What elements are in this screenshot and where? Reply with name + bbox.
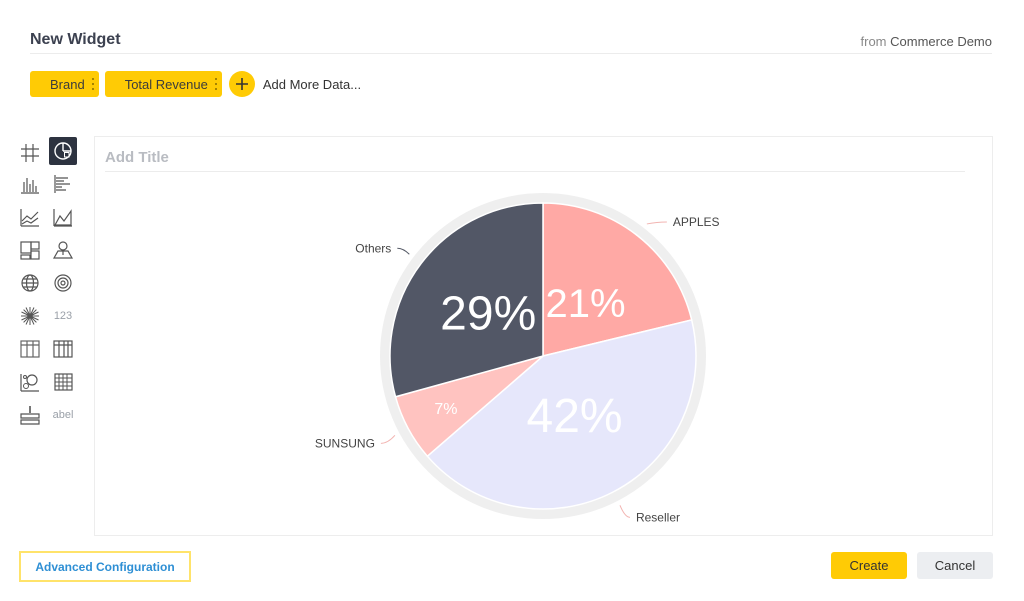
source-indicator: from Commerce Demo — [861, 34, 992, 49]
pie-slice-apples[interactable] — [542, 202, 693, 357]
scatter-icon[interactable] — [16, 368, 44, 396]
plus-icon — [235, 78, 248, 90]
starburst-icon[interactable] — [16, 302, 44, 330]
pie-category-label: SUNSUNG — [315, 436, 375, 450]
data-pill-brand[interactable]: Brand — [30, 71, 99, 97]
drag-handle-icon[interactable] — [214, 78, 217, 90]
pie-chart: 21% APPLES 42% Reseller 7% SUNSUNG 29% Others — [315, 193, 720, 524]
cancel-button[interactable]: Cancel — [917, 552, 993, 579]
area-chart-icon[interactable] — [49, 203, 77, 231]
number-icon[interactable]: 123 — [53, 310, 73, 322]
label-icon[interactable]: abel — [52, 409, 74, 421]
column-chart-icon[interactable] — [16, 170, 44, 198]
grid-icon[interactable] — [16, 139, 44, 167]
pie-data-label: 29% — [440, 287, 536, 340]
widget-title-input[interactable]: Add Title — [105, 149, 169, 166]
widget-canvas: Add Title 21% APPLES 42% Reseller 7% SUNSUNG 2… — [94, 136, 993, 536]
source-name[interactable]: Commerce Demo — [890, 34, 992, 49]
create-button[interactable]: Create — [831, 552, 907, 579]
pie-slice-reseller[interactable] — [426, 319, 697, 510]
pie-category-label: Reseller — [636, 510, 680, 524]
pie-leader-line — [380, 435, 396, 444]
source-prefix: from — [860, 34, 887, 49]
add-data-button[interactable] — [228, 71, 255, 97]
pie-leader-line — [397, 247, 410, 255]
pie-leader-line — [646, 221, 667, 225]
data-pills-bar: Brand Total Revenue Add More Data... — [30, 71, 361, 97]
table-icon[interactable] — [16, 335, 44, 363]
map-pin-icon[interactable] — [49, 236, 77, 264]
drag-handle-icon[interactable] — [91, 78, 94, 90]
pie-category-label: APPLES — [673, 215, 720, 229]
pie-data-label: 21% — [546, 282, 626, 326]
pivot-table-icon[interactable] — [49, 335, 77, 363]
pie-data-label: 7% — [434, 401, 457, 418]
data-pill-label: Total Revenue — [124, 76, 208, 92]
line-chart-icon[interactable] — [16, 203, 44, 231]
treemap-icon[interactable] — [16, 236, 44, 264]
heatmap-icon[interactable] — [49, 368, 77, 396]
pie-leader-line — [619, 505, 631, 518]
title-divider — [105, 171, 965, 172]
data-pill-label: Brand — [50, 76, 85, 92]
dialog-header: New Widget from Commerce Demo — [30, 30, 992, 54]
globe-icon[interactable] — [16, 269, 44, 297]
bar-chart-icon[interactable] — [49, 170, 77, 198]
indicator-icon[interactable] — [16, 401, 44, 429]
pie-chart-icon[interactable] — [49, 137, 77, 165]
pie-category-label: Others — [355, 241, 391, 255]
pie-slice-others[interactable] — [389, 202, 544, 398]
add-more-data-link[interactable]: Add More Data... — [262, 76, 362, 92]
data-pill-total-revenue[interactable]: Total Revenue — [104, 71, 222, 97]
pie-data-label: 42% — [527, 390, 623, 443]
target-icon[interactable] — [49, 269, 77, 297]
page-title: New Widget — [30, 31, 121, 48]
advanced-configuration-link[interactable]: Advanced Configuration — [19, 551, 191, 582]
